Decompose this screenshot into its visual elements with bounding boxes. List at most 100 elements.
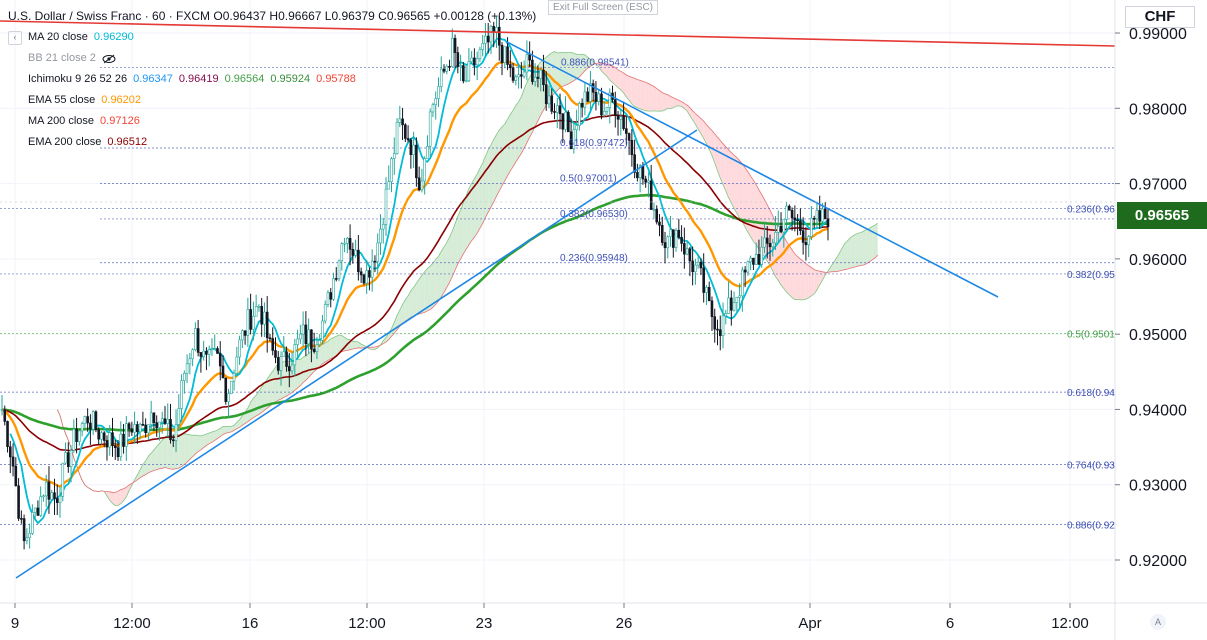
cloud-segment (645, 82, 649, 112)
candle-body (384, 188, 388, 225)
legend-row[interactable]: EMA 55 close 0.96202 (8, 90, 536, 111)
fib-label: 0.5(0.97001) (560, 173, 617, 184)
cloud-segment (529, 72, 533, 138)
cloud-segment (460, 202, 464, 259)
cloud-segment (419, 275, 422, 315)
cloud-segment (736, 157, 740, 218)
cloud-segment (758, 189, 762, 253)
time-tick-label: 12:00 (348, 615, 386, 632)
candle-body (826, 218, 830, 228)
cloud-segment (689, 107, 693, 120)
candle-body (373, 260, 377, 263)
price-tick-label: 0.96000 (1129, 252, 1187, 269)
fib-label: 0.382(0.95 (1067, 270, 1115, 281)
cloud-segment (167, 435, 171, 469)
candle-body (141, 423, 145, 426)
cloud-segment (565, 52, 569, 86)
cloud-segment (203, 433, 207, 448)
candle-body (489, 26, 493, 43)
candle-body (558, 105, 562, 115)
candle-body (730, 297, 733, 311)
candle-body (304, 324, 308, 345)
candle-body (31, 512, 34, 534)
candle-body (260, 306, 263, 325)
cloud-segment (734, 155, 737, 214)
candle-body (810, 217, 813, 237)
candle-body (633, 154, 636, 173)
cloud-segment (814, 269, 817, 294)
cloud-segment (416, 279, 420, 315)
candle-body (594, 91, 598, 102)
cloud-segment (187, 434, 190, 463)
cloud-segment (714, 133, 718, 171)
cloud-segment (872, 225, 875, 260)
collapse-legend-icon[interactable]: ‹ (8, 30, 22, 45)
cloud-segment (816, 270, 820, 290)
legend-row[interactable]: MA 200 close 0.97126 (8, 111, 536, 132)
candle-body (332, 278, 335, 300)
candle-body (619, 116, 623, 120)
candle-body (166, 418, 170, 424)
legend-row[interactable]: BB 21 close 2 (8, 48, 536, 69)
candle-body (511, 67, 515, 81)
candle-body (754, 254, 758, 265)
fib-label: 0.236(0.96 (1067, 204, 1115, 215)
legend-row[interactable]: ‹ MA 20 close 0.96290 (8, 27, 536, 48)
cloud-segment (665, 93, 668, 110)
candle-body (138, 423, 142, 433)
candle-body (417, 177, 421, 191)
cloud-segment (612, 66, 616, 86)
cloud-segment (432, 259, 436, 308)
cloud-segment (728, 149, 732, 204)
cloud-segment (452, 223, 456, 277)
candle-body (91, 411, 95, 430)
candle-body (506, 46, 509, 65)
auto-scale-button[interactable]: A (1150, 614, 1166, 630)
cloud-segment (720, 140, 724, 185)
cloud-segment (468, 183, 472, 245)
price-tick-label: 0.95000 (1129, 327, 1187, 344)
hidden-eye-icon[interactable] (102, 54, 116, 64)
cloud-span-b (56, 62, 878, 493)
candle-body (426, 146, 429, 159)
cloud-segment (651, 85, 654, 111)
exit-fullscreen-button[interactable]: Exit Full Screen (ESC) (548, 0, 658, 15)
candle-body (348, 237, 352, 250)
candle-body (589, 83, 592, 102)
cloud-segment (261, 382, 265, 413)
candle-body (86, 416, 89, 424)
cloud-segment (573, 53, 577, 81)
currency-label[interactable]: CHF (1125, 6, 1195, 28)
candle-body (67, 452, 70, 467)
candle-body (379, 228, 382, 244)
candle-body (699, 261, 703, 269)
cloud-segment (211, 431, 215, 443)
cloud-segment (120, 488, 124, 504)
fib-label: 0.236(0.95948) (560, 253, 628, 264)
candle-body (133, 424, 136, 433)
indicator-name: BB 21 close 2 (28, 52, 96, 64)
cloud-segment (225, 426, 229, 434)
candle-body (111, 432, 114, 447)
candle-body (666, 236, 670, 249)
cloud-segment (115, 491, 119, 506)
candle-body (387, 181, 391, 190)
cloud-segment (170, 434, 174, 470)
candle-body (738, 295, 741, 298)
cloud-segment (557, 52, 561, 91)
candle-body (415, 144, 418, 179)
legend-row[interactable]: Ichimoku 9 26 52 26 0.96347 0.96419 0.96564… (8, 69, 536, 90)
trend-lines[interactable] (0, 20, 1116, 579)
cloud-segment (300, 357, 304, 386)
time-tick-label: 16 (242, 615, 259, 632)
candle-body (434, 98, 438, 105)
cloud-segment (692, 110, 696, 125)
legend-row[interactable]: EMA 200 close 0.96512 (8, 132, 536, 153)
candle-body (340, 243, 344, 262)
cloud-segment (844, 240, 848, 270)
candle-body (102, 432, 106, 441)
candle-body (282, 351, 286, 357)
cloud-segment (488, 144, 491, 213)
